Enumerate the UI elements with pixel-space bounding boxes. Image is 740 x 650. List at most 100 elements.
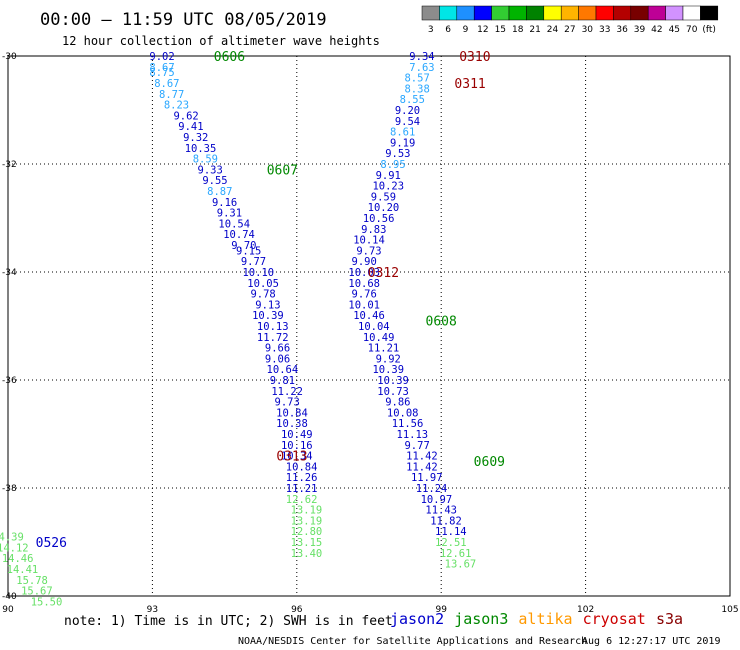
wave-height-value: 8.67: [154, 78, 179, 90]
y-tick-label: -36: [2, 376, 17, 386]
wave-height-value: 11.21: [286, 483, 318, 495]
wave-height-value: 10.23: [372, 181, 404, 193]
x-tick-label: 102: [577, 605, 594, 615]
wave-height-value: 10.49: [363, 332, 395, 344]
wave-height-value: 10.38: [276, 418, 308, 430]
wave-height-value: 9.33: [198, 164, 223, 176]
wave-height-value: 12.80: [291, 526, 323, 538]
wave-height-value: 10.39: [252, 310, 284, 322]
wave-height-value: 11.43: [425, 505, 457, 517]
wave-height-value: 8.67: [149, 62, 174, 74]
pass-time-label: 0310: [459, 50, 490, 65]
wave-height-value: 9.55: [202, 175, 227, 187]
wave-height-value: 9.62: [173, 110, 198, 122]
wave-height-value: 7.63: [409, 62, 434, 74]
wave-height-value: 12.51: [435, 537, 467, 549]
pass-time-label: 0311: [454, 77, 485, 92]
wave-height-value: 9.77: [404, 440, 429, 452]
legend-entry-altika: altika: [518, 610, 572, 628]
colorbar-swatch: [578, 5, 597, 21]
wave-height-value: 15.50: [31, 596, 63, 608]
wave-height-value: 10.84: [286, 461, 318, 473]
wave-height-value: 9.91: [376, 170, 401, 182]
wave-height-value: 9.13: [255, 299, 280, 311]
wave-height-value: 11.22: [271, 386, 303, 398]
wave-height-value: 11.72: [257, 332, 289, 344]
wave-height-value: 9.02: [149, 51, 174, 63]
colorbar-tick-label: 39: [634, 25, 646, 35]
colorbar-tick-label: 42: [651, 25, 662, 35]
wave-height-value: 8.55: [400, 94, 425, 106]
wave-height-value: 8.38: [404, 83, 429, 95]
wave-height-value: 10.73: [377, 386, 409, 398]
colorbar-tick-label: 12: [477, 25, 488, 35]
wave-height-value: 8.87: [207, 186, 232, 198]
wave-height-value: 13.19: [291, 515, 323, 527]
chart-note: note: 1) Time is in UTC; 2) SWH is in fe…: [64, 614, 393, 629]
footer-timestamp: Aug 6 12:27:17 UTC 2019: [582, 636, 720, 647]
wave-height-value: 9.06: [265, 353, 290, 365]
pass-time-label: 0312: [368, 266, 399, 281]
wave-height-value: 8.75: [149, 67, 174, 79]
y-tick-label: -32: [2, 160, 17, 170]
colorbar-tick-label: 18: [512, 25, 524, 35]
colorbar-swatch: [700, 5, 719, 21]
wave-height-value: 9.90: [352, 256, 377, 268]
wave-height-value: 8.77: [159, 89, 184, 101]
pass-time-label: 0607: [267, 163, 298, 178]
wave-height-value: 11.82: [430, 515, 462, 527]
x-tick-label: 99: [435, 605, 447, 615]
wave-height-value: 11.21: [368, 343, 400, 355]
colorbar-tick-label: 70: [686, 25, 698, 35]
wave-height-value: 9.92: [376, 353, 401, 365]
chart-subtitle: 12 hour collection of altimeter wave hei…: [62, 34, 380, 48]
colorbar-tick-label: 27: [564, 25, 575, 35]
wave-height-value: 11.14: [435, 526, 467, 538]
x-tick-label: 96: [291, 605, 303, 615]
wave-height-value: 10.03: [348, 267, 380, 279]
colorbar-swatch: [421, 5, 440, 21]
wave-height-value: 8.57: [404, 73, 429, 85]
pass-time-label: 0526: [36, 536, 67, 551]
wave-height-value: 9.31: [217, 208, 242, 220]
wave-height-value: 9.81: [270, 375, 295, 387]
y-tick-label: -34: [2, 268, 17, 278]
wave-height-value: 10.20: [368, 202, 400, 214]
wave-height-value: 10.39: [377, 375, 409, 387]
wave-height-value: 10.68: [348, 278, 380, 290]
wave-height-value: 10.97: [421, 494, 453, 506]
wave-height-value: 11.42: [406, 451, 438, 463]
pass-time-label: 0313: [276, 450, 307, 465]
colorbar-tick-label: 24: [547, 25, 559, 35]
wave-height-value: 9.78: [250, 289, 275, 301]
wave-height-value: 9.20: [395, 105, 420, 117]
colorbar-tick-label: 15: [495, 25, 506, 35]
wave-height-value: 8.59: [193, 154, 218, 166]
wave-height-value: 10.14: [353, 235, 385, 247]
wave-height-value: 8.23: [164, 100, 189, 112]
colorbar-swatch: [613, 5, 632, 21]
colorbar-swatch: [665, 5, 684, 21]
wave-height-value: 10.35: [185, 143, 217, 155]
wave-height-value: 9.76: [352, 289, 377, 301]
wave-height-value: 9.32: [183, 132, 208, 144]
colorbar-swatch: [682, 5, 701, 21]
color-scale-bar: 3 6 9 12 15 18 21 24 27 30 33 36 39 42 45 70 (ft): [421, 5, 719, 35]
wave-height-value: 11.56: [392, 418, 424, 430]
colorbar-tick-label: 3: [428, 25, 434, 35]
colorbar-swatch: [526, 5, 545, 21]
wave-height-value: 9.83: [361, 224, 386, 236]
colorbar-swatch: [560, 5, 579, 21]
colorbar-tick-label: (ft): [702, 25, 716, 35]
wave-height-value: 13.40: [291, 548, 323, 560]
plot-area: 90 93 96 99 102 105-30-32-34-36-38-409.028.67…: [0, 50, 739, 615]
wave-height-value: 9.59: [371, 191, 396, 203]
colorbar-swatch: [595, 5, 614, 21]
y-tick-label: -40: [2, 592, 17, 602]
x-tick-label: 93: [147, 605, 158, 615]
colorbar-swatch: [473, 5, 492, 21]
colorbar-swatch: [508, 5, 527, 21]
y-tick-label: -38: [2, 484, 17, 494]
wave-height-value: 10.84: [276, 407, 308, 419]
wave-height-value: 10.54: [218, 218, 250, 230]
